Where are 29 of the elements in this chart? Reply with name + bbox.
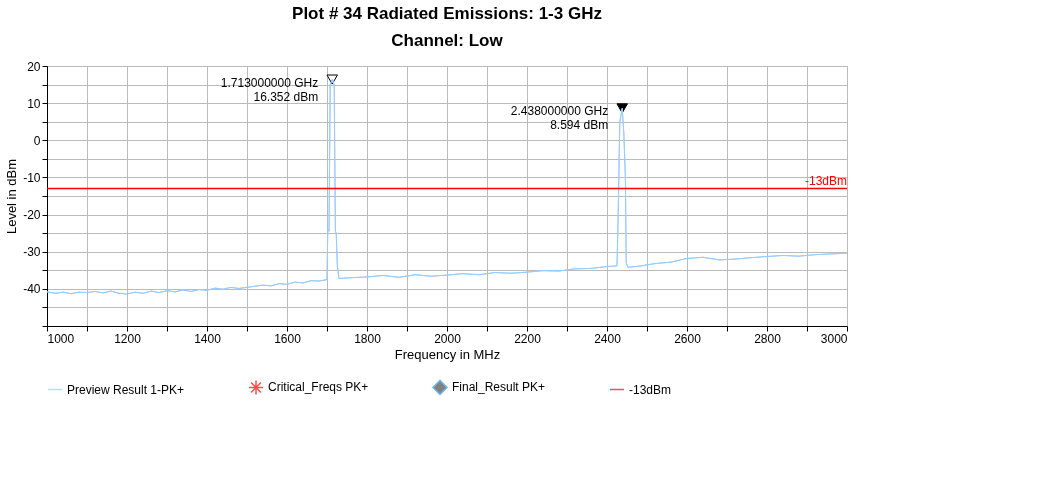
x-tick-label: 1200 <box>114 331 142 346</box>
y-tick-label: 20 <box>27 59 41 74</box>
x-tick-label: 1000 <box>47 331 75 346</box>
x-tick-label: 2400 <box>594 331 622 346</box>
y-tick-label: 0 <box>33 133 41 148</box>
x-tick-label: 1800 <box>354 331 382 346</box>
text: -13dBm <box>629 382 672 397</box>
y-tick-label: -30 <box>23 245 41 260</box>
chart-title: Plot # 34 Radiated Emissions: 1-3 GHz <box>292 4 602 23</box>
annotation: 1.713000000 GHz 16.352 dBm <box>220 75 319 104</box>
y-tick-label: -10 <box>23 170 41 185</box>
y-tick-label: -20 <box>23 208 41 223</box>
x-tick-label: 1400 <box>194 331 222 346</box>
x-tick-label: 2000 <box>434 331 462 346</box>
y-tick-label: -40 <box>23 282 41 297</box>
x-tick-label: 2800 <box>754 331 782 346</box>
y-tick-label: 10 <box>27 96 41 111</box>
x-tick-label: 2200 <box>514 331 542 346</box>
x-tick-label: 1600 <box>274 331 302 346</box>
x-axis-title: Frequency in MHz <box>394 346 501 362</box>
x-tick-label: 2600 <box>674 331 702 346</box>
ref-line-label: -13dBm <box>804 173 847 188</box>
legend-label: Final_Result PK+ <box>452 380 546 395</box>
legend-label: Critical_Freqs PK+ <box>268 380 369 395</box>
chart-subtitle: Channel: Low <box>391 31 504 50</box>
y-axis-title: Level in dBm <box>4 158 20 235</box>
legend-label: Preview Result 1-PK+ <box>67 382 185 397</box>
annotation: 2.438000000 GHz 8.594 dBm <box>510 104 609 133</box>
x-tick-label: 3000 <box>820 331 848 346</box>
